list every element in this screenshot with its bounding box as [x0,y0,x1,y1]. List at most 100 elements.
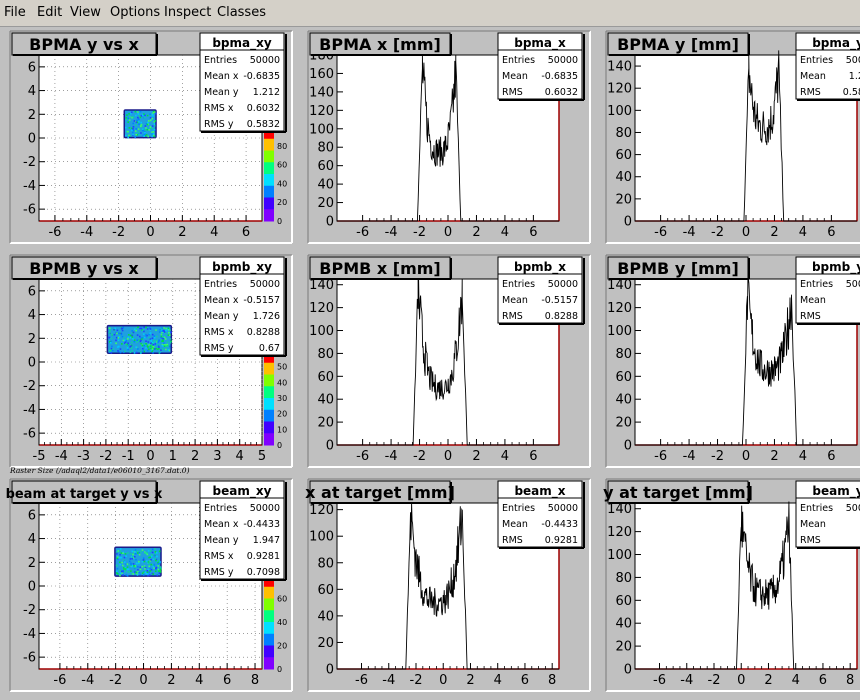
blob-cell [148,348,150,351]
blob-cell [169,334,171,337]
y-tick-label: -2 [23,379,36,394]
blob-cell [132,133,134,136]
blob-cell [126,347,129,349]
stats-box[interactable]: bpma_x Entries 50000 Mean -0.6835 RMS 0.6032 [497,32,585,101]
y-tick-label: 140 [309,85,334,100]
menu-options[interactable]: Options [110,5,161,20]
pad-bpmb-xy[interactable]: -5 -4 -3 -2 -1 0 1 2 3 4 5-6-4-2024601020304050BPM… [9,254,293,468]
blob-cell [134,110,137,113]
blob-cell [146,345,149,347]
blob-cell [112,348,114,350]
pad-title-box[interactable]: x at target [mm] [305,480,455,504]
blob-cell [135,341,138,343]
pad-title-box[interactable]: BPMB y [mm] [607,256,750,280]
blob-cell [143,113,145,115]
blob-cell [141,344,144,347]
y-tick-label: 120 [309,503,334,518]
x-tick-label: 2 [191,449,199,464]
palette-band [264,127,274,140]
pad-title-box[interactable]: y at target [mm] [603,480,753,504]
y-tick-label: 0 [326,663,334,678]
x-tick-label: 1 [169,449,177,464]
blob-cell [148,556,150,559]
menu-file[interactable]: File [4,5,26,20]
stats-box[interactable]: beam_x Entries 50000 Mean -0.4433 RMS 0.9281 [497,480,585,549]
pad-title-box[interactable]: BPMA y vs x [11,32,158,56]
y-tick-label: 80 [615,126,632,141]
blob-cell [120,333,123,336]
blob-cell [143,571,146,573]
blob-cell [155,329,157,331]
y-tick-label: -4 [23,179,36,194]
stats-box[interactable]: bpma_xy Entries 50000 Mean x -0.6835 Mean y 1.… [199,32,287,133]
menu-classes[interactable]: Classes [217,5,266,20]
blob-cell [132,331,135,334]
blob-cell [146,571,149,574]
blob-cell [167,334,170,337]
blob-cell [154,551,157,553]
y-tick-label: 0 [28,580,36,595]
pad-bpma-x[interactable]: -6-4-20246020406080100120140160180BPMA x… [307,30,591,244]
stats-name: bpmb_x [514,260,566,275]
palette-band [264,610,274,623]
pad-title-box[interactable]: BPMA x [mm] [309,32,452,56]
blob-cell [130,570,132,572]
menu-edit[interactable]: Edit [37,5,63,20]
pad-title-box[interactable]: BPMA y [mm] [607,32,750,56]
stats-box[interactable]: bpmb_xy Entries 50000 Mean x -0.5157 Mean y 1.… [199,256,287,357]
stats-value: 50000 [548,503,578,514]
menu-view[interactable]: View [70,5,101,20]
menu-inspect[interactable]: Inspect [164,5,212,20]
stats-box[interactable]: bpma_y Entries 50000 Mean 1.212 RMS 0.5832 [795,32,860,101]
blob-cell [144,567,146,570]
blob-cell [144,125,147,127]
y-tick-label: 40 [615,393,632,408]
x-tick-label: 8 [846,673,854,688]
stats-box[interactable]: beam_xy Entries 50000 Mean x -0.4433 Mean y 1.… [199,480,287,581]
root-canvas[interactable]: -6 -4 -2 0 2 4 6 -6 -4 -2 0 2 4 6 0 20 40 60 80 BPMA y vs x… [0,27,860,700]
blob-cell [137,570,139,573]
histogram-line [635,50,857,222]
blob-cell [168,349,171,352]
blob-cell [125,563,127,566]
blob-cell [146,334,148,337]
x-tick-label: 2 [770,225,778,240]
stats-box[interactable]: bpmb_yEntries50000Mean1.RMS [795,256,860,325]
blob-cell [151,113,154,116]
stats-label: RMS x [204,103,234,114]
stats-label: Entries [800,279,833,290]
pad-title-box[interactable]: BPMB x [mm] [309,256,452,280]
y-tick-label: 40 [317,393,334,408]
pad-title-box[interactable]: beam at target y vs x [6,480,163,504]
x-tick-label: 0 [742,225,750,240]
blob-cell [122,326,125,329]
blob-cell [160,349,162,352]
blob-cell [133,564,135,567]
stats-box[interactable]: bpmb_x Entries 50000 Mean -0.5157 RMS 0.8288 [497,256,585,325]
blob-cell [156,335,158,338]
y-tick-label: 80 [615,571,632,586]
blob-cell [116,572,119,575]
stats-bg [795,256,860,324]
blob-cell [139,568,142,571]
x-tick-label: -2 [109,673,122,688]
x-tick-label: 5 [258,449,266,464]
blob-cell [153,554,156,557]
pad-title-box[interactable]: BPMB y vs x [11,256,158,280]
blob-cell [122,574,124,576]
x-tick-label: 2 [770,449,778,464]
stats-label: Entries [502,279,535,290]
blob-cell [153,121,156,123]
blob-cell [145,334,147,336]
palette-tick-label: 60 [277,161,287,170]
palette-tick-label: 80 [277,142,287,151]
